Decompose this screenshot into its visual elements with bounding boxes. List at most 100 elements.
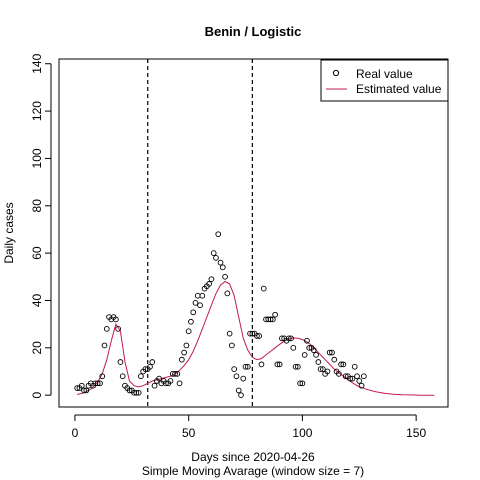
y-tick-label: 60 xyxy=(30,246,44,260)
data-point xyxy=(279,335,285,342)
data-point xyxy=(313,352,319,358)
data-point xyxy=(156,375,162,382)
data-point xyxy=(290,344,297,351)
data-point xyxy=(219,264,226,271)
y-tick-label: 100 xyxy=(30,148,44,168)
data-point xyxy=(208,276,215,283)
y-axis-label: Daily cases xyxy=(2,202,16,263)
y-tick-label: 20 xyxy=(30,341,44,355)
data-point xyxy=(163,380,169,387)
data-point xyxy=(276,361,283,368)
data-point xyxy=(310,347,317,354)
data-point xyxy=(338,361,344,368)
estimated-series xyxy=(77,280,435,396)
y-axis: 0 20 40 60 80 100 120 140 xyxy=(30,53,52,399)
data-point xyxy=(113,316,119,323)
data-point xyxy=(297,380,303,387)
data-point xyxy=(142,366,149,372)
data-point xyxy=(190,309,197,316)
data-point xyxy=(213,255,219,261)
data-point xyxy=(244,363,251,370)
data-point xyxy=(342,373,349,380)
data-point xyxy=(94,380,101,387)
data-point xyxy=(226,330,233,337)
data-point xyxy=(329,349,335,356)
data-point xyxy=(210,250,217,256)
legend: Real value Estimated value xyxy=(320,59,449,102)
data-point xyxy=(78,382,85,389)
estimated-line xyxy=(77,280,435,396)
data-point xyxy=(301,352,308,358)
data-point xyxy=(258,361,265,368)
data-point xyxy=(349,375,356,382)
real-series xyxy=(74,231,367,399)
data-point xyxy=(358,382,365,389)
x-tick-label: 100 xyxy=(292,426,312,440)
data-point xyxy=(315,359,322,365)
data-point xyxy=(235,387,242,394)
data-point xyxy=(185,328,192,335)
data-point xyxy=(167,378,174,384)
data-point xyxy=(183,342,190,349)
data-point xyxy=(224,290,231,297)
legend-label-real: Real value xyxy=(356,67,413,81)
data-point xyxy=(238,392,244,399)
data-point xyxy=(347,375,354,382)
data-point xyxy=(299,380,306,387)
data-point xyxy=(149,359,156,365)
x-tick-label: 50 xyxy=(182,426,196,440)
data-point xyxy=(335,371,342,377)
data-point xyxy=(117,359,124,365)
data-point xyxy=(192,299,199,306)
data-point xyxy=(360,373,367,380)
data-point xyxy=(292,363,299,370)
data-point xyxy=(133,389,140,396)
data-point xyxy=(138,373,144,380)
data-point xyxy=(101,342,108,349)
chart-title: Benin / Logistic xyxy=(205,24,302,39)
data-point xyxy=(126,387,133,394)
data-point xyxy=(135,389,142,396)
data-point xyxy=(249,330,256,337)
y-tick-label: 0 xyxy=(30,392,44,399)
data-point xyxy=(217,259,224,266)
data-point xyxy=(288,335,294,342)
data-point xyxy=(231,366,238,372)
data-point xyxy=(172,371,178,377)
data-point xyxy=(295,363,301,370)
data-point xyxy=(206,281,212,287)
data-point xyxy=(197,302,203,309)
data-point xyxy=(103,326,110,332)
plot-box xyxy=(58,58,449,408)
x-axis-subtitle: Simple Moving Avarage (window size = 7) xyxy=(142,464,364,478)
data-point xyxy=(306,344,313,351)
y-tick-label: 140 xyxy=(30,53,44,73)
data-point xyxy=(331,356,338,363)
data-point xyxy=(354,373,360,380)
legend-label-estimated: Estimated value xyxy=(356,82,442,96)
x-tick-label: 0 xyxy=(72,426,79,440)
data-point xyxy=(285,335,292,342)
data-point xyxy=(97,380,103,387)
data-point xyxy=(115,326,121,332)
y-tick-label: 80 xyxy=(30,199,44,213)
data-point xyxy=(215,231,222,238)
data-point xyxy=(326,349,333,356)
data-point xyxy=(240,375,247,382)
data-point xyxy=(269,316,276,323)
data-point xyxy=(188,318,194,325)
data-point xyxy=(229,342,235,349)
data-point xyxy=(74,385,81,391)
data-point xyxy=(222,273,228,280)
data-point xyxy=(99,373,106,380)
data-point xyxy=(351,363,358,370)
data-point xyxy=(260,285,267,292)
data-point xyxy=(151,382,158,389)
data-point xyxy=(320,366,326,372)
data-point xyxy=(147,363,153,370)
data-point xyxy=(267,316,274,323)
x-axis-label: Days since 2020-04-26 xyxy=(191,450,315,464)
data-point xyxy=(119,373,126,380)
legend-marker-real xyxy=(332,69,340,77)
